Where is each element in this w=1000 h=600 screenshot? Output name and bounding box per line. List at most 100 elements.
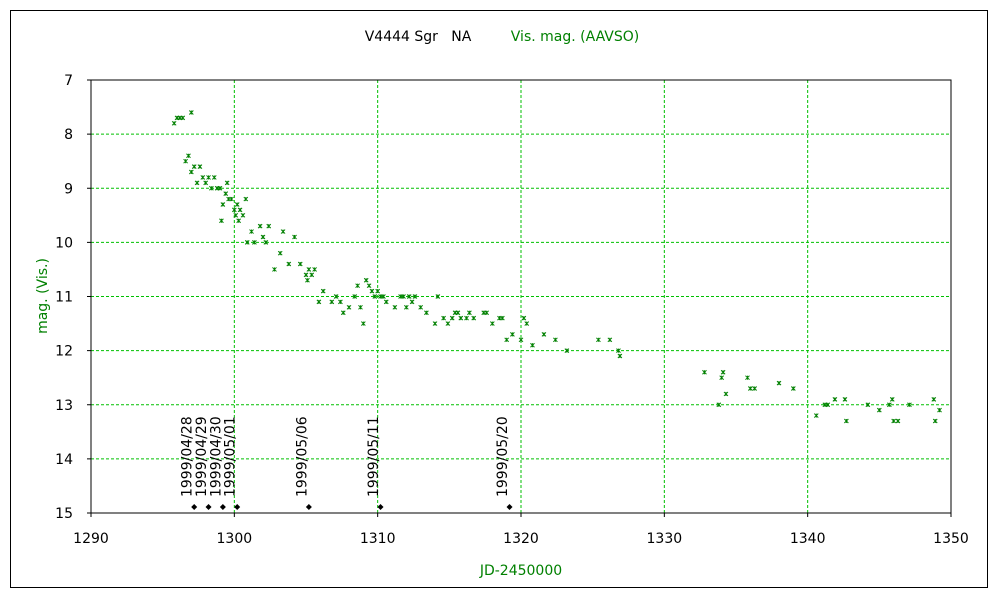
data-point — [352, 294, 358, 299]
data-point — [607, 337, 613, 343]
data-point — [231, 207, 237, 213]
data-point — [489, 321, 495, 326]
data-point — [932, 418, 938, 424]
data-point — [243, 196, 249, 202]
data-point — [931, 396, 937, 402]
data-point — [206, 175, 211, 180]
data-point — [316, 299, 322, 305]
data-point — [244, 240, 250, 245]
data-point — [412, 294, 418, 299]
data-point — [272, 267, 277, 272]
data-point — [564, 348, 570, 353]
data-point — [346, 304, 352, 310]
data-point — [392, 304, 398, 310]
data-point — [355, 283, 360, 289]
data-point — [887, 402, 892, 408]
x-tick-label: 1350 — [933, 531, 969, 547]
ticks-layer: 1290 1300 1310 1320 1330 1340 1350 7 8 9 10 11 12 13 1… — [55, 73, 969, 547]
data-point — [458, 315, 464, 321]
data-point — [180, 115, 186, 121]
data-point — [521, 315, 527, 321]
date-marker — [506, 504, 513, 510]
x-tick-label: 1340 — [790, 531, 826, 547]
date-annotation-label: 1999/05/20 — [495, 416, 511, 497]
x-tick-label: 1310 — [360, 531, 396, 547]
data-point — [832, 396, 838, 402]
x-tick-label: 1320 — [503, 531, 539, 547]
date-marker — [377, 504, 384, 510]
data-point — [363, 277, 369, 283]
data-point — [183, 158, 188, 164]
data-point — [719, 375, 725, 381]
data-point — [233, 212, 239, 218]
data-point — [203, 180, 209, 186]
data-point — [217, 185, 223, 191]
data-point — [200, 175, 206, 180]
y-tick-label: 13 — [55, 398, 73, 414]
data-point — [747, 386, 753, 391]
data-point — [249, 229, 254, 234]
data-point — [445, 321, 451, 326]
annotation-layer: 1999/04/281999/04/291999/04/301999/05/01… — [180, 416, 513, 510]
data-point — [842, 396, 848, 402]
data-point — [263, 240, 269, 245]
data-point — [303, 272, 309, 278]
x-tick-label: 1290 — [73, 531, 109, 547]
data-point — [320, 288, 326, 294]
data-point — [435, 294, 441, 299]
data-point — [752, 386, 757, 391]
y-tick-label: 12 — [55, 344, 73, 360]
date-marker — [219, 504, 226, 510]
date-annotation-label: 1999/05/06 — [294, 416, 310, 497]
data-point — [229, 196, 234, 202]
y-tick-label: 11 — [55, 290, 73, 306]
data-point — [449, 315, 455, 321]
date-marker — [305, 504, 312, 510]
data-point — [441, 315, 446, 321]
data-point — [209, 185, 214, 191]
data-point — [219, 218, 224, 224]
data-point — [240, 212, 246, 218]
data-point — [891, 418, 897, 424]
data-point — [424, 310, 429, 316]
data-point — [471, 315, 477, 321]
data-point — [188, 110, 194, 115]
data-point — [720, 369, 726, 375]
date-annotation-label: 1999/04/30 — [208, 416, 224, 497]
data-point — [260, 234, 266, 240]
data-point — [211, 175, 217, 180]
data-point — [375, 288, 381, 294]
data-point — [524, 321, 530, 326]
data-point — [188, 169, 194, 175]
data-point — [312, 267, 317, 272]
data-point — [432, 321, 438, 326]
x-tick-label: 1300 — [217, 531, 253, 547]
date-annotation-label: 1999/05/01 — [223, 416, 239, 497]
chart-frame — [10, 10, 988, 588]
date-annotation-label: 1999/05/11 — [366, 416, 382, 497]
data-point — [895, 418, 901, 424]
data-point — [541, 332, 547, 337]
data-point — [309, 272, 315, 278]
data-point — [865, 402, 871, 408]
data-point — [292, 234, 297, 240]
data-point — [418, 304, 424, 310]
data-point — [266, 223, 272, 229]
data-point — [596, 337, 601, 343]
data-point — [889, 396, 895, 402]
data-point — [907, 402, 912, 408]
data-point — [366, 283, 372, 289]
data-point — [306, 267, 312, 272]
data-point — [876, 407, 882, 413]
data-point — [616, 348, 621, 353]
data-point — [277, 250, 283, 256]
data-point — [455, 310, 461, 316]
y-tick-label: 14 — [55, 452, 73, 468]
data-point — [381, 294, 386, 299]
data-point — [467, 310, 472, 316]
data-point — [937, 407, 942, 413]
data-point — [813, 413, 819, 418]
data-point — [338, 299, 343, 305]
data-point — [234, 202, 240, 207]
data-point — [171, 120, 177, 126]
